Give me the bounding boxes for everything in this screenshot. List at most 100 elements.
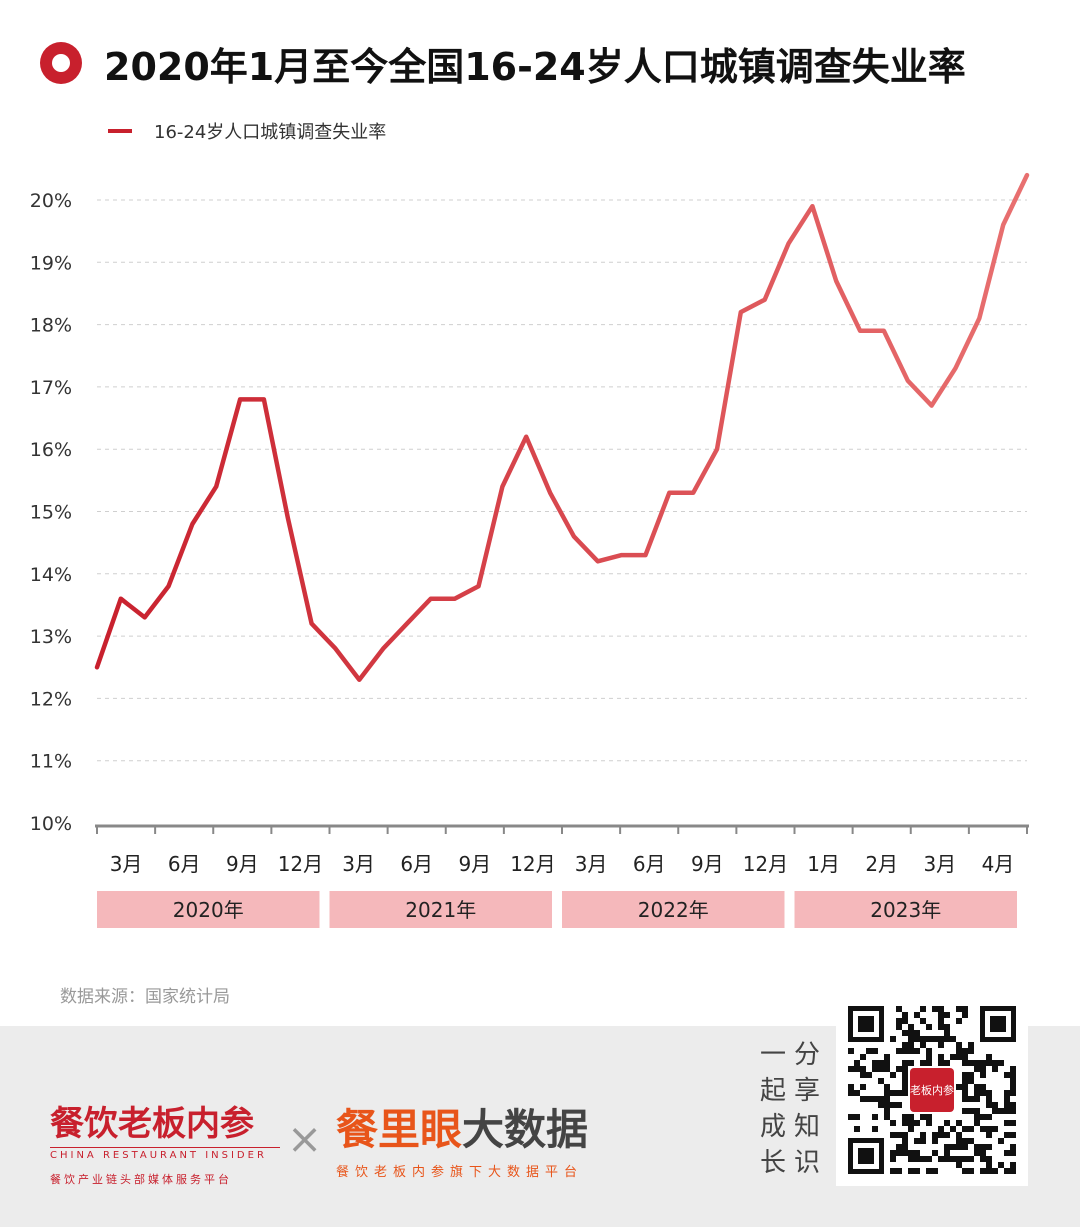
slogan-char: 起 <box>759 1076 786 1106</box>
data-point <box>669 492 670 493</box>
data-point <box>120 598 121 599</box>
x-tick-label: 12月 <box>278 852 323 876</box>
line-chart: 10% 11% 12% 13% 14% 15% 16% 17% 18% 19% 20% 3月 6月 9月… <box>30 172 1030 928</box>
data-point <box>263 399 264 400</box>
brand-logo-canliyan: 餐里眼大数据 餐饮老板内参旗下大数据平台 <box>336 1096 588 1180</box>
title-bullet-icon <box>40 42 82 84</box>
x-tick-label: 9月 <box>226 852 259 876</box>
data-point <box>287 517 288 518</box>
y-tick-label: 13% <box>30 626 72 648</box>
x-tick-label: 9月 <box>458 852 491 876</box>
y-tick-label: 12% <box>30 688 72 710</box>
series-line <box>94 172 1030 682</box>
data-point <box>478 586 479 587</box>
legend-label: 16-24岁人口城镇调查失业率 <box>154 122 387 143</box>
data-point <box>860 330 861 331</box>
data-point <box>168 586 169 587</box>
legend-line-icon <box>108 129 132 133</box>
data-point <box>311 623 312 624</box>
data-point <box>216 486 217 487</box>
data-point <box>1003 224 1004 225</box>
slogan-char: 知 <box>793 1112 820 1142</box>
year-label: 2020年 <box>173 898 244 922</box>
year-band <box>97 891 320 928</box>
data-point <box>812 206 813 207</box>
data-point <box>144 617 145 618</box>
data-source-note: 数据来源：国家统计局 <box>60 987 230 1007</box>
year-label: 2021年 <box>405 898 476 922</box>
data-point <box>597 561 598 562</box>
data-point <box>883 330 884 331</box>
data-point <box>502 486 503 487</box>
slogan-char: 长 <box>759 1148 786 1178</box>
data-point <box>740 312 741 313</box>
data-point <box>1027 175 1028 176</box>
year-groups: 2020年 2021年 2022年 2023年 <box>97 891 1017 928</box>
x-tick-label: 12月 <box>510 852 555 876</box>
qr-center-logo <box>910 1068 954 1112</box>
x-tick-label: 1月 <box>807 852 840 876</box>
data-point <box>97 667 98 668</box>
qr-code-icon: 老板内参 <box>848 1006 1016 1174</box>
data-point <box>430 598 431 599</box>
x-tick-label: 4月 <box>982 852 1015 876</box>
y-tick-label: 19% <box>30 252 72 274</box>
data-point <box>907 380 908 381</box>
data-point <box>383 648 384 649</box>
brand1-name: 餐饮老板内参 <box>50 1104 254 1144</box>
y-tick-label: 14% <box>30 564 72 586</box>
collab-cross-icon: × <box>287 1114 323 1163</box>
x-tick-label: 3月 <box>110 852 143 876</box>
brand2-tagline: 餐饮老板内参旗下大数据平台 <box>336 1165 584 1180</box>
data-point <box>550 492 551 493</box>
x-tick-label: 12月 <box>743 852 788 876</box>
qr-badge-label: 老板内参 <box>910 1083 954 1097</box>
year-band <box>794 891 1017 928</box>
y-tick-label: 11% <box>30 751 72 773</box>
y-tick-label: 18% <box>30 315 72 337</box>
data-point <box>526 436 527 437</box>
brand1-tagline: 餐饮产业链头部媒体服务平台 <box>50 1173 232 1186</box>
data-point <box>788 243 789 244</box>
x-tick-label: 3月 <box>923 852 956 876</box>
year-label: 2023年 <box>870 898 941 922</box>
data-point <box>192 523 193 524</box>
data-point <box>454 598 455 599</box>
series-polyline <box>94 172 1030 682</box>
data-point <box>240 399 241 400</box>
data-point <box>764 299 765 300</box>
data-point <box>621 555 622 556</box>
data-point <box>955 368 956 369</box>
brand2-name-rest: 大数据 <box>462 1105 589 1154</box>
grid-lines <box>97 199 1027 762</box>
data-point <box>931 405 932 406</box>
data-point <box>359 679 360 680</box>
slogan-char: 分 <box>793 1040 820 1070</box>
brand2-name-accent: 餐里眼 <box>336 1105 463 1154</box>
year-label: 2022年 <box>638 898 709 922</box>
data-point <box>645 555 646 556</box>
data-point <box>573 536 574 537</box>
data-point <box>335 648 336 649</box>
x-tick-label: 3月 <box>575 852 608 876</box>
data-point <box>407 623 408 624</box>
x-tick-label: 6月 <box>633 852 666 876</box>
data-point <box>836 280 837 281</box>
slogan-char: 享 <box>793 1076 820 1106</box>
brand-logo-restaurant-insider: 餐饮老板内参 CHINA RESTAURANT INSIDER 餐饮产业链头部媒… <box>50 1096 280 1187</box>
brand2-name: 餐里眼大数据 <box>336 1096 588 1157</box>
y-axis-labels: 10% 11% 12% 13% 14% 15% 16% 17% 18% 19% 20% <box>30 190 72 835</box>
x-tick-label: 9月 <box>691 852 724 876</box>
qr-code[interactable]: 老板内参 <box>836 994 1028 1186</box>
y-tick-label: 10% <box>30 813 72 835</box>
page-title: 2020年1月至今全国16-24岁人口城镇调查失业率 <box>104 45 966 89</box>
y-tick-label: 17% <box>30 377 72 399</box>
y-tick-label: 20% <box>30 190 72 212</box>
y-tick-label: 16% <box>30 439 72 461</box>
year-band <box>562 891 785 928</box>
data-point <box>693 492 694 493</box>
data-point <box>979 318 980 319</box>
x-tick-label: 2月 <box>865 852 898 876</box>
slogan-char: 一 <box>759 1040 786 1070</box>
slogan-char: 成 <box>759 1112 786 1142</box>
